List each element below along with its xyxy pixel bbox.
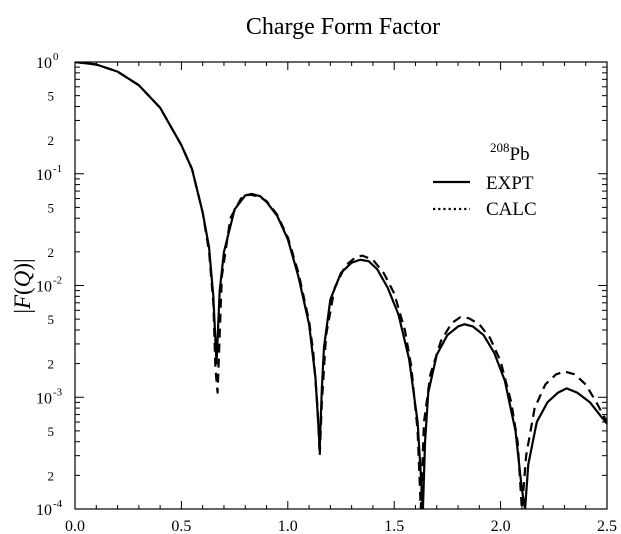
y-tick-label: 10: [36, 279, 52, 296]
y-tick-mantissa: 10: [36, 55, 52, 72]
y-tick-exponent: -1: [53, 163, 62, 175]
y-tick-exponent: -2: [53, 275, 62, 287]
y-tick-label: 10: [36, 390, 52, 407]
y-tick-mantissa: 10: [36, 502, 52, 519]
plot-frame: [74, 61, 608, 510]
series-line-expt: [75, 62, 607, 509]
legend-calc-label: CALC: [486, 199, 537, 220]
y-tick-label: 10: [36, 55, 52, 72]
series-line-calc: [75, 62, 607, 509]
y-minor-tick-label: 5: [48, 424, 55, 439]
y-tick-mantissa: 10: [36, 279, 52, 296]
legend-heading-element: Pb: [510, 144, 530, 165]
svg-text:|F(Q)|: |F(Q)|: [10, 258, 35, 313]
x-tick-label: 0.5: [171, 518, 191, 534]
y-tick-exponent: -4: [53, 498, 63, 510]
y-minor-tick-label: 2: [48, 245, 55, 260]
y-tick-mantissa: 10: [36, 167, 52, 184]
legend-heading-mass: 208: [490, 140, 510, 155]
y-tick-mantissa: 10: [36, 390, 52, 407]
x-tick-label: 2.5: [597, 518, 617, 534]
y-tick-label: 10: [36, 502, 52, 519]
y-minor-tick-label: 5: [48, 200, 55, 215]
legend-heading: 208Pb: [490, 140, 530, 165]
x-tick-label: 1.5: [384, 518, 404, 534]
x-tick-label: 2.0: [491, 518, 511, 534]
x-tick-label: 1.0: [278, 518, 298, 534]
y-minor-tick-label: 2: [48, 468, 55, 483]
legend: 208Pb EXPT CALC: [433, 140, 537, 220]
legend-expt-label: EXPT: [486, 173, 534, 194]
y-tick-exponent: -3: [53, 386, 63, 398]
y-minor-tick-label: 2: [48, 357, 55, 372]
chart-title: Charge Form Factor: [246, 14, 440, 40]
y-tick-label: 10: [36, 167, 52, 184]
y-tick-exponent: 0: [53, 51, 59, 63]
y-minor-tick-label: 5: [48, 89, 55, 104]
y-axis-label: |F(Q)|: [10, 258, 35, 313]
y-minor-tick-label: 5: [48, 312, 55, 327]
y-minor-tick-label: 2: [48, 133, 55, 148]
x-tick-label: 0.0: [65, 518, 85, 534]
